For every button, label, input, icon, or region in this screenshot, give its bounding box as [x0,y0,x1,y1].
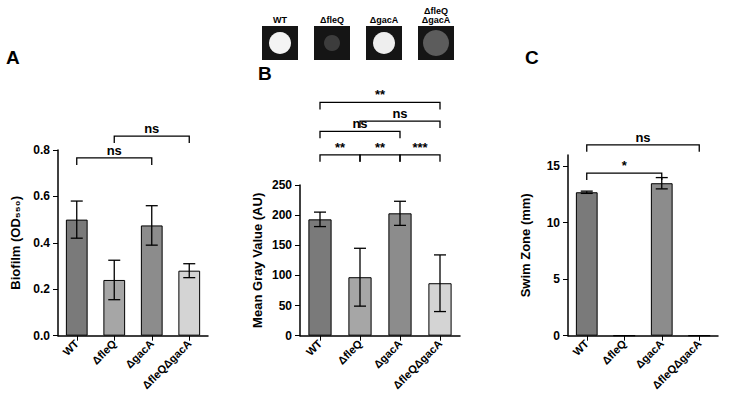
svg-text:A: A [6,47,20,68]
svg-text:0: 0 [553,329,560,343]
svg-text:**: ** [375,140,386,155]
svg-text:200: 200 [272,208,292,222]
svg-text:ΔgacA: ΔgacA [633,337,666,370]
svg-text:Swim Zone (mm): Swim Zone (mm) [518,193,533,297]
svg-text:0.2: 0.2 [33,282,50,296]
svg-text:***: *** [412,140,428,155]
svg-text:250: 250 [272,178,292,192]
svg-text:*: * [622,158,628,173]
svg-text:10: 10 [547,216,561,230]
svg-text:50: 50 [279,299,293,313]
svg-text:ns: ns [144,121,159,136]
svg-text:ns: ns [635,130,650,145]
svg-text:ns: ns [107,143,122,158]
svg-text:Mean Gray Value (AU): Mean Gray Value (AU) [250,193,265,328]
svg-text:ΔfleQΔgacA: ΔfleQΔgacA [390,337,444,391]
svg-text:ns: ns [352,116,368,132]
svg-text:ΔgacA: ΔgacA [371,337,404,370]
svg-text:0.4: 0.4 [33,236,50,250]
svg-text:0: 0 [285,329,292,343]
svg-text:B: B [258,63,272,84]
svg-text:ΔfleQ: ΔfleQ [335,337,364,366]
svg-text:C: C [525,47,539,68]
svg-text:150: 150 [272,238,292,252]
svg-text:ΔfleQ: ΔfleQ [89,337,118,366]
svg-text:0.0: 0.0 [33,329,50,343]
svg-text:ns: ns [392,106,407,121]
svg-text:WT: WT [304,337,325,358]
svg-text:0.8: 0.8 [33,143,50,157]
svg-text:15: 15 [547,159,561,173]
svg-text:**: ** [375,87,386,102]
svg-text:WT: WT [60,337,81,358]
svg-text:ΔfleQΔgacA: ΔfleQΔgacA [140,337,194,391]
svg-text:ΔgacA: ΔgacA [370,15,399,25]
svg-text:**: ** [335,140,346,155]
svg-text:ΔfleQΔgacA: ΔfleQΔgacA [650,337,704,391]
svg-text:0.6: 0.6 [33,189,50,203]
svg-text:WT: WT [570,337,591,358]
svg-text:ΔfleQ: ΔfleQ [424,5,448,16]
svg-text:ΔgacA: ΔgacA [123,337,156,370]
svg-text:5: 5 [553,272,560,286]
svg-text:Biofilm (OD₅₅₀): Biofilm (OD₅₅₀) [8,196,23,290]
svg-text:WT: WT [273,15,287,25]
svg-text:ΔfleQ: ΔfleQ [599,337,628,366]
svg-text:100: 100 [272,268,292,282]
svg-text:ΔgacA: ΔgacA [422,15,451,25]
svg-text:ΔfleQ: ΔfleQ [320,15,344,25]
